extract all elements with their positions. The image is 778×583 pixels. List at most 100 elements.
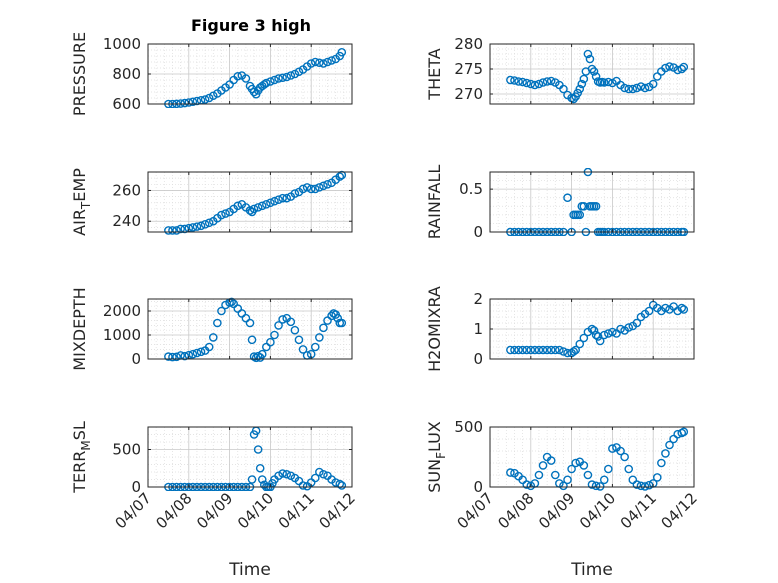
data-point [575,339,585,349]
data-point [591,201,601,211]
data-point [270,330,279,340]
data-point [526,79,536,89]
data-point [593,332,603,341]
data-point [620,452,629,462]
data-point [164,226,173,235]
data-point [217,210,226,220]
data-point [591,481,601,491]
data-point [604,77,613,87]
data-point [559,347,568,356]
data-point [253,203,263,212]
data-point [579,333,589,343]
data-point [278,469,287,478]
data-point [253,445,263,454]
data-point [591,72,601,81]
x-axis-label: Time [228,560,271,580]
data-point [579,461,589,470]
data-point [559,481,568,491]
data-point [335,172,345,181]
panel-theta: 270 275 280 THETA [425,35,695,105]
data-point [233,71,243,81]
data-point [534,79,544,89]
y-axis-label-text: H2OMIXRA [425,286,444,372]
data-point [577,79,587,89]
y-tick-label: 1000 [103,326,141,344]
data-point [315,333,324,342]
data-point [298,184,308,194]
y-tick-label: 280 [454,35,483,53]
data-point [571,345,580,355]
data-point [337,318,347,328]
data-point [310,184,320,194]
data-point [587,64,597,74]
axes-background [148,172,352,232]
data-point [608,78,617,88]
data-point [538,345,548,355]
data-point [298,345,308,354]
y-axis-label: AIRTEMP [70,168,93,236]
data-point [319,469,328,479]
data-point [282,469,292,479]
panel-h2omixra: 0 1 2 H2OMIXRA [425,286,695,372]
data-point [262,78,271,88]
y-axis-label-suffix: LUX [425,421,444,452]
data-point [270,196,279,206]
data-point [306,184,316,194]
data-point [257,349,267,359]
data-point [262,200,271,209]
data-point [563,348,572,358]
data-point [310,342,320,352]
y-axis-label-subscript: M [79,440,93,450]
y-axis-label: PRESSURE [70,32,89,116]
data-point [522,345,532,355]
data-point [286,71,296,80]
data-point [679,62,689,72]
data-point [302,183,312,192]
y-tick-label: 1 [473,320,483,338]
y-axis-label: SUNFLUX [425,421,448,493]
data-point [315,183,324,192]
y-axis-label-text: TERR [70,451,89,494]
data-point [257,475,267,484]
data-point [204,342,214,352]
data-point [589,67,599,76]
data-point [164,352,173,361]
data-point [569,94,578,104]
data-point [200,95,210,104]
y-axis-label-suffix: EMP [70,168,89,202]
data-point [168,352,177,362]
data-point [665,440,674,450]
data-point [599,330,609,340]
data-point [526,345,536,355]
data-point [319,181,328,191]
y-tick-label: 240 [112,212,141,230]
data-point [249,204,259,214]
data-point [518,77,527,87]
x-axis-label: Time [570,560,613,580]
data-point [266,198,275,208]
data-point [294,335,304,345]
axes-box [147,298,353,360]
data-point [286,317,296,327]
data-point [661,303,670,313]
y-axis-label-text: AIR [70,209,89,236]
data-point [583,470,593,480]
data-point [247,335,257,345]
axes-background [148,299,352,359]
data-point [550,345,560,355]
data-point [534,345,544,355]
data-point [290,189,300,198]
axes-box [147,171,353,233]
data-point [648,79,658,89]
axes-box [489,43,695,105]
data-point [337,481,347,490]
data-point [542,77,552,86]
data-point [665,62,674,71]
data-point [298,481,308,490]
figure-title: Figure 3 high [191,16,311,35]
panel-mixdepth: 0 1000 2000 MIXDEPTH [70,287,353,371]
panel-rainfall: 0 0.5 RAINFALL [425,165,695,241]
data-point [319,323,328,333]
data-point [192,222,202,231]
